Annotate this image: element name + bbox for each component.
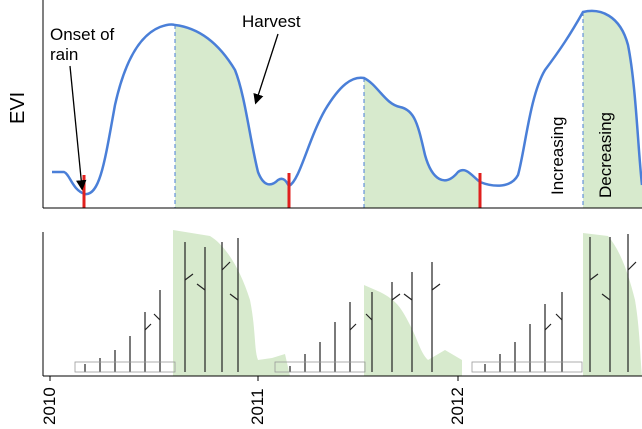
plants — [84, 234, 637, 372]
canopy-fill — [364, 285, 462, 376]
year-label: 2012 — [448, 387, 467, 425]
canopy-fill — [173, 230, 290, 376]
axis-label: EVI — [7, 91, 29, 124]
annotation: Harvest — [242, 12, 301, 31]
ground — [471, 361, 583, 373]
arrow — [253, 33, 279, 105]
evi-curve — [52, 9, 642, 196]
canopy-fill — [583, 233, 642, 376]
ground — [74, 361, 176, 373]
arrow — [69, 65, 87, 191]
annotation: Onset of rain — [50, 25, 115, 64]
year-label: 2011 — [248, 388, 267, 425]
annotation: Decreasing — [596, 112, 615, 198]
annotation: Increasing — [548, 116, 567, 195]
decrease-fill — [175, 25, 289, 208]
decrease-fill — [583, 10, 642, 208]
ground — [274, 361, 366, 373]
year-label: 2010 — [40, 387, 59, 425]
